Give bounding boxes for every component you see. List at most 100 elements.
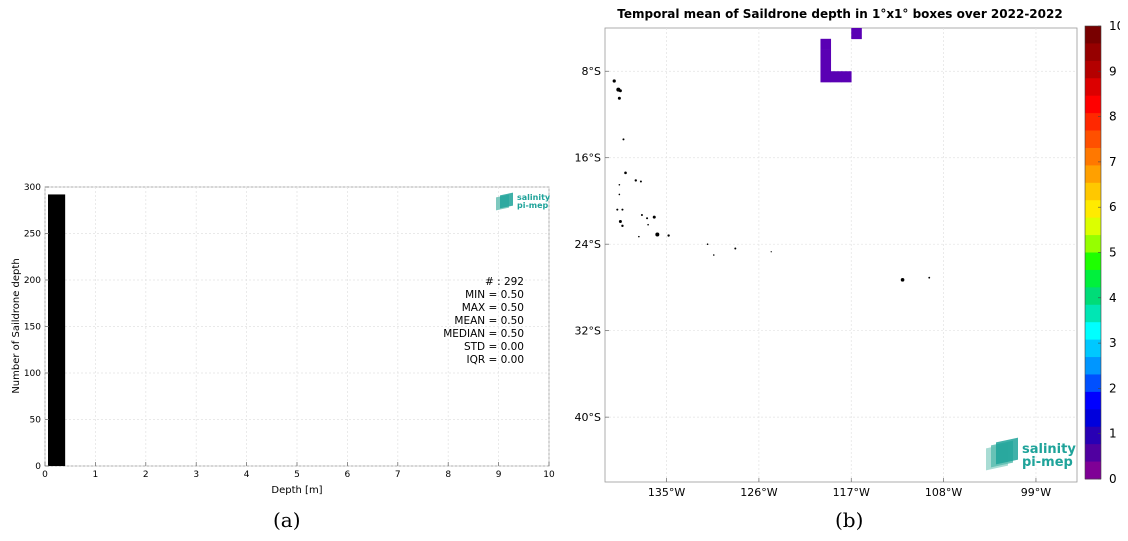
stats-std: STD = 0.00 [464,341,524,353]
map-latitude-ticks: 8°S 16°S 24°S 32°S 40°S [575,65,609,424]
stats-iqr: IQR = 0.00 [466,354,524,366]
histogram-x-ticks: 0 1 2 3 4 5 6 7 8 9 10 [42,462,555,480]
x-tick-label: 3 [193,470,199,480]
lat-tick-label: 32°S [575,325,601,338]
data-cell [820,71,832,83]
map-plot-area [604,27,1078,483]
histogram-x-axis-label: Depth [m] [271,485,322,496]
data-cell [851,28,862,40]
stats-count: # : 292 [485,276,524,288]
data-cell [830,71,842,83]
island-shape [618,183,621,186]
island-shape [667,234,670,237]
x-tick-label: 2 [143,470,149,480]
island-shape [621,224,624,228]
x-tick-label: 7 [395,470,401,480]
histogram-y-ticks: 0 50 100 150 200 250 300 [24,183,49,472]
island-shape [647,223,649,226]
y-tick-label: 50 [30,416,42,426]
colorbar-segment [1085,287,1101,306]
colorbar-segment [1085,43,1101,62]
lon-tick-label: 117°W [833,486,870,499]
colorbar-segment [1085,130,1101,149]
salinity-pimep-logo-b: salinity pi-mep [986,437,1076,472]
y-tick-label: 300 [24,183,41,193]
colorbar-tick-label: 0 [1109,472,1117,486]
colorbar-tick-label: 5 [1109,246,1117,260]
map-data-cells [820,28,862,83]
island-shape [770,251,772,253]
colorbar-segment [1085,322,1101,341]
map-chart: 135°W 126°W 117°W 108°W 99°W 8°S 16°S 24°S 32°S… [575,20,1120,499]
y-tick-label: 100 [24,369,41,379]
colorbar-tick-label: 9 [1109,64,1117,78]
island-shape [618,89,622,93]
x-tick-label: 4 [244,470,250,480]
x-tick-label: 1 [93,470,99,480]
x-tick-label: 0 [42,470,48,480]
colorbar-segment [1085,409,1101,428]
lon-tick-label: 135°W [648,486,685,499]
island-shape [734,247,737,250]
logo-line1: salinity [517,193,551,202]
map-islands [612,79,931,282]
island-shape [618,193,621,196]
stats-min: MIN = 0.50 [465,289,524,301]
logo-line2: pi-mep [517,201,549,210]
colorbar-segment [1085,426,1101,445]
logo-line1: salinity [1022,442,1076,457]
colorbar-segment [1085,339,1101,358]
colorbar-tick-label: 7 [1109,155,1117,169]
data-cell [841,71,852,83]
colorbar-segment [1085,444,1101,462]
island-shape [612,79,616,83]
island-shape [618,219,622,223]
colorbar-tick-label: 4 [1109,291,1117,305]
histogram-chart: 0 1 2 3 4 5 6 7 8 9 10 0 50 100 150 200 250 300 Depth [m… [11,183,555,496]
stats-median: MEDIAN = 0.50 [443,328,524,340]
colorbar-segment [1085,113,1101,131]
island-shape [634,179,637,182]
colorbar-segment [1085,391,1101,410]
colorbar-tick-label: 10 [1109,20,1120,33]
x-tick-label: 5 [294,470,300,480]
colorbar-segment [1085,147,1101,166]
map-colorbar-ticks: 0 1 2 3 4 5 6 7 8 9 10 [1098,20,1120,486]
colorbar-segment [1085,78,1101,97]
stats-max: MAX = 0.50 [462,302,524,314]
colorbar-segment [1085,461,1101,480]
map-title: Temporal mean of Saildrone depth in 1°x1… [617,7,1063,21]
y-tick-label: 0 [35,462,41,472]
lon-tick-label: 108°W [925,486,962,499]
island-shape [652,215,656,219]
logo-line2: pi-mep [1022,455,1073,470]
y-tick-label: 200 [24,276,41,286]
salinity-pimep-logo-a: salinity pi-mep [496,192,551,211]
stats-mean: MEAN = 0.50 [454,315,524,327]
x-tick-label: 8 [445,470,451,480]
colorbar-segment [1085,304,1101,323]
colorbar-segment [1085,165,1101,184]
colorbar-segment [1085,374,1101,393]
map-colorbar [1084,25,1102,480]
colorbar-tick-label: 3 [1109,336,1117,350]
island-shape [639,180,642,183]
colorbar-segment [1085,235,1101,253]
island-shape [928,276,931,279]
data-cell [820,38,832,50]
colorbar-segment [1085,357,1101,375]
logo-mark-icon [986,437,1018,472]
y-tick-label: 150 [24,323,41,333]
histogram-y-axis-label: Number of Saildrone depth [11,258,22,393]
island-shape [712,254,715,256]
lon-tick-label: 126°W [740,486,777,499]
island-shape [640,214,643,217]
panel-label-a: (a) [273,508,301,532]
data-cell [820,49,832,61]
island-shape [617,96,621,100]
histogram-bars [48,194,66,466]
colorbar-segment [1085,200,1101,219]
histogram-bar [48,194,66,466]
island-shape [624,171,627,175]
island-shape [616,208,619,211]
